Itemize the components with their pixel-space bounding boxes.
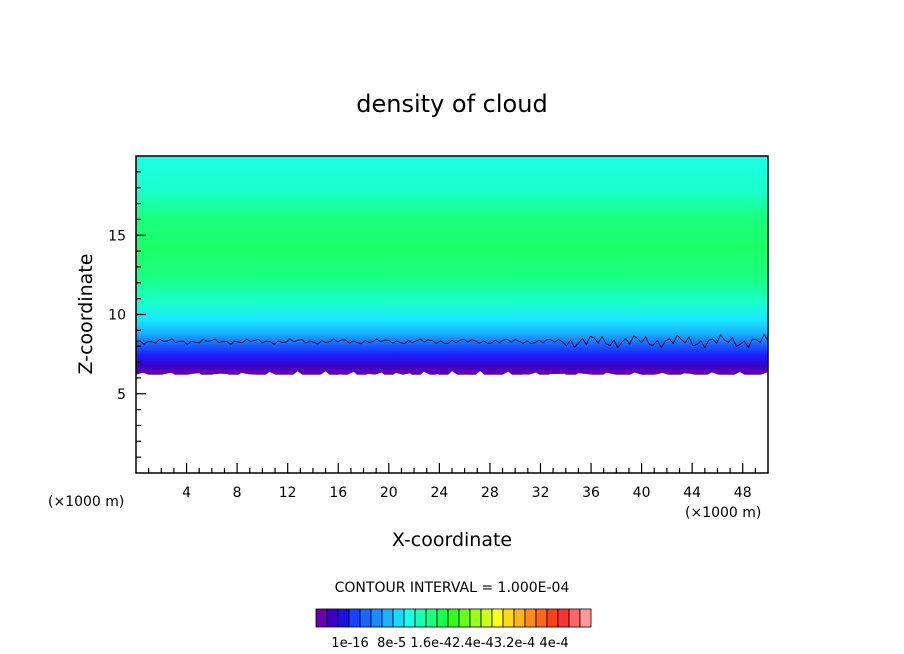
legend-swatch (492, 609, 503, 627)
legend-swatch (360, 609, 371, 627)
x-axis-label: X-coordinate (392, 529, 512, 551)
x-tick-label: 28 (481, 485, 499, 501)
legend-colorbar (316, 609, 591, 627)
x-tick-label: 4 (182, 485, 191, 501)
legend-swatch (503, 609, 514, 627)
x-tick-label: 16 (329, 485, 347, 501)
legend-swatch (470, 609, 481, 627)
x-tick-label: 44 (683, 485, 701, 501)
x-tick-label: 48 (734, 485, 752, 501)
legend-swatch (580, 609, 591, 627)
x-tick-label: 8 (233, 485, 242, 501)
x-tick-label: 20 (380, 485, 398, 501)
x-unit-label-left: (×1000 m) (48, 494, 124, 510)
y-tick-label: 10 (108, 308, 126, 324)
legend-swatch (426, 609, 437, 627)
legend-swatch (371, 609, 382, 627)
legend-swatch (316, 609, 327, 627)
x-tick-label: 12 (279, 485, 297, 501)
legend-swatch (569, 609, 580, 627)
legend-labels: 1e-16 8e-5 1.6e-42.4e-43.2e-4 4e-4 (331, 636, 568, 651)
legend-swatch (327, 609, 338, 627)
x-tick-label: 32 (532, 485, 550, 501)
x-tick-label: 40 (633, 485, 651, 501)
legend-swatch (448, 609, 459, 627)
legend-swatch (382, 609, 393, 627)
y-axis-label: Z-coordinate (75, 254, 97, 375)
y-tick-label: 5 (117, 387, 126, 403)
legend-swatch (415, 609, 426, 627)
legend-swatch (481, 609, 492, 627)
legend-swatch (393, 609, 404, 627)
plot-area (136, 156, 768, 473)
x-tick-label: 24 (430, 485, 448, 501)
legend-swatch (459, 609, 470, 627)
legend-swatch (536, 609, 547, 627)
cloud-field (136, 156, 768, 375)
legend-swatch (349, 609, 360, 627)
legend-swatch (404, 609, 415, 627)
chart-title: density of cloud (356, 90, 547, 118)
legend-swatch (558, 609, 569, 627)
x-tick-label: 36 (582, 485, 600, 501)
legend-swatch (525, 609, 536, 627)
legend-swatch (547, 609, 558, 627)
cloud-base-edge (136, 371, 768, 473)
legend-title: CONTOUR INTERVAL = 1.000E-04 (335, 580, 570, 596)
legend-swatch (514, 609, 525, 627)
legend-swatch (338, 609, 349, 627)
legend-swatch (437, 609, 448, 627)
x-unit-label-right: (×1000 m) (685, 505, 761, 521)
y-tick-label: 15 (108, 228, 126, 244)
